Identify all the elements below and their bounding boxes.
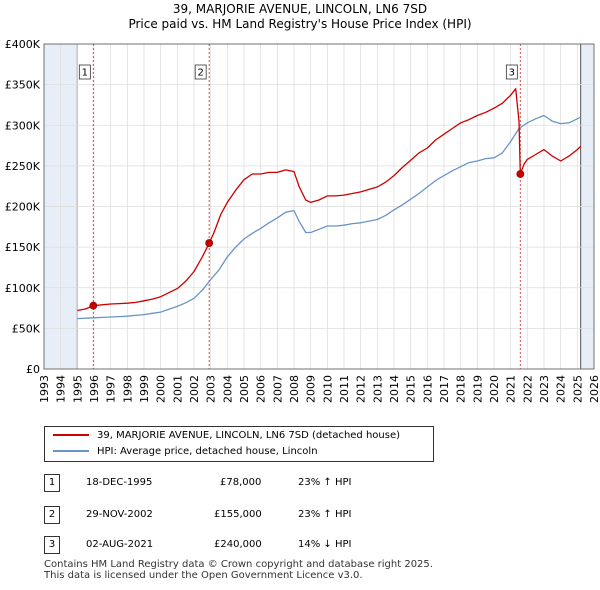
x-tick-label: 2001 — [171, 375, 184, 403]
x-tick-label: 2015 — [405, 375, 418, 403]
transaction-price: £155,000 — [214, 509, 262, 520]
x-tick-label: 2009 — [305, 375, 318, 403]
y-tick-label: £250K — [5, 160, 41, 173]
x-tick-label: 2000 — [155, 375, 168, 403]
x-tick-label: 1993 — [38, 375, 51, 403]
transaction-marker-badge: 2 — [44, 506, 60, 524]
transaction-date: 18-DEC-1995 — [86, 477, 153, 488]
transaction-hpi-delta: 23% ↑ HPI — [298, 509, 352, 520]
transaction-hpi-delta: 14% ↓ HPI — [298, 539, 352, 550]
x-tick-label: 1996 — [88, 375, 101, 403]
x-tick-label: 2006 — [255, 375, 268, 403]
x-tick-label: 2004 — [221, 375, 234, 403]
x-tick-label: 2021 — [505, 375, 518, 403]
y-tick-label: £200K — [5, 201, 41, 214]
x-tick-label: 2013 — [371, 375, 384, 403]
x-tick-label: 2025 — [571, 375, 584, 403]
y-tick-label: £350K — [5, 79, 41, 92]
transaction-price: £78,000 — [220, 477, 262, 488]
property-price-line — [77, 88, 582, 312]
marker-label-box — [194, 64, 207, 80]
y-tick-label: £150K — [5, 241, 41, 254]
hpi-line — [77, 114, 581, 320]
x-tick-label: 1994 — [55, 375, 68, 403]
sale-point — [516, 170, 525, 178]
x-tick-label: 2026 — [588, 375, 600, 403]
x-tick-label: 2014 — [388, 375, 401, 403]
transaction-marker-badge: 1 — [44, 474, 60, 492]
x-tick-label: 2007 — [271, 375, 284, 403]
x-tick-label: 2005 — [238, 375, 251, 403]
marker-label-box — [78, 64, 91, 80]
chart-title-subtitle: Price paid vs. HM Land Registry's House … — [128, 17, 472, 31]
x-tick-label: 2018 — [455, 375, 468, 403]
x-tick-label: 2008 — [288, 375, 301, 403]
x-tick-label: 2022 — [521, 375, 534, 403]
footer-attribution: Contains HM Land Registry data © Crown c… — [44, 559, 433, 581]
legend-item-hpi: HPI: Average price, detached house, Linc… — [53, 444, 318, 460]
x-tick-label: 1995 — [71, 375, 84, 403]
y-tick-label: £50K — [12, 322, 41, 335]
x-tick-label: 2019 — [471, 375, 484, 403]
chart-title-address: 39, MARJORIE AVENUE, LINCOLN, LN6 7SD — [172, 2, 428, 16]
x-tick-label: 2017 — [438, 375, 451, 403]
y-tick-label: £0 — [26, 363, 40, 376]
plot-frame — [43, 43, 595, 370]
x-tick-label: 2002 — [188, 375, 201, 403]
x-tick-label: 2016 — [421, 375, 434, 403]
y-tick-label: £400K — [5, 38, 41, 51]
footer-line-2: This data is licensed under the Open Gov… — [44, 570, 363, 581]
sale-point — [89, 301, 98, 310]
y-tick-label: £100K — [5, 282, 41, 295]
x-tick-label: 2023 — [538, 375, 551, 403]
transaction-hpi-delta: 23% ↑ HPI — [298, 477, 352, 488]
y-tick-label: £300K — [5, 119, 41, 132]
price-chart: 1 2 3 £0 £50K £100K £150K £200K £250K £300K £350K £… — [5, 38, 600, 403]
marker-label: 1 — [82, 68, 88, 79]
footer-line-1: Contains HM Land Registry data © Crown c… — [44, 559, 433, 570]
x-tick-label: 2003 — [205, 375, 218, 403]
x-tick-label: 1997 — [105, 375, 118, 403]
x-tick-label: 2024 — [555, 375, 568, 403]
transaction-marker-badge: 3 — [44, 536, 60, 554]
sale-point — [205, 239, 214, 247]
marker-label: 2 — [197, 68, 203, 79]
marker-label-box — [505, 64, 518, 80]
legend-hpi-swatch — [53, 450, 89, 452]
legend-item-property: 39, MARJORIE AVENUE, LINCOLN, LN6 7SD (d… — [53, 428, 400, 444]
x-tick-label: 2011 — [338, 375, 351, 403]
legend-property-swatch — [53, 434, 89, 436]
x-tick-label: 2012 — [355, 375, 368, 403]
x-tick-label: 1998 — [121, 375, 134, 403]
chart-legend: 39, MARJORIE AVENUE, LINCOLN, LN6 7SD (d… — [44, 426, 434, 462]
transaction-price: £240,000 — [214, 539, 262, 550]
transaction-date: 02-AUG-2021 — [86, 539, 154, 550]
x-tick-label: 2010 — [321, 375, 334, 403]
transaction-date: 29-NOV-2002 — [86, 509, 153, 520]
legend-hpi-label: HPI: Average price, detached house, Linc… — [97, 446, 318, 457]
marker-label: 3 — [509, 68, 515, 79]
x-tick-label: 1999 — [138, 375, 151, 403]
x-tick-label: 2020 — [488, 375, 501, 403]
legend-property-label: 39, MARJORIE AVENUE, LINCOLN, LN6 7SD (d… — [97, 430, 401, 441]
